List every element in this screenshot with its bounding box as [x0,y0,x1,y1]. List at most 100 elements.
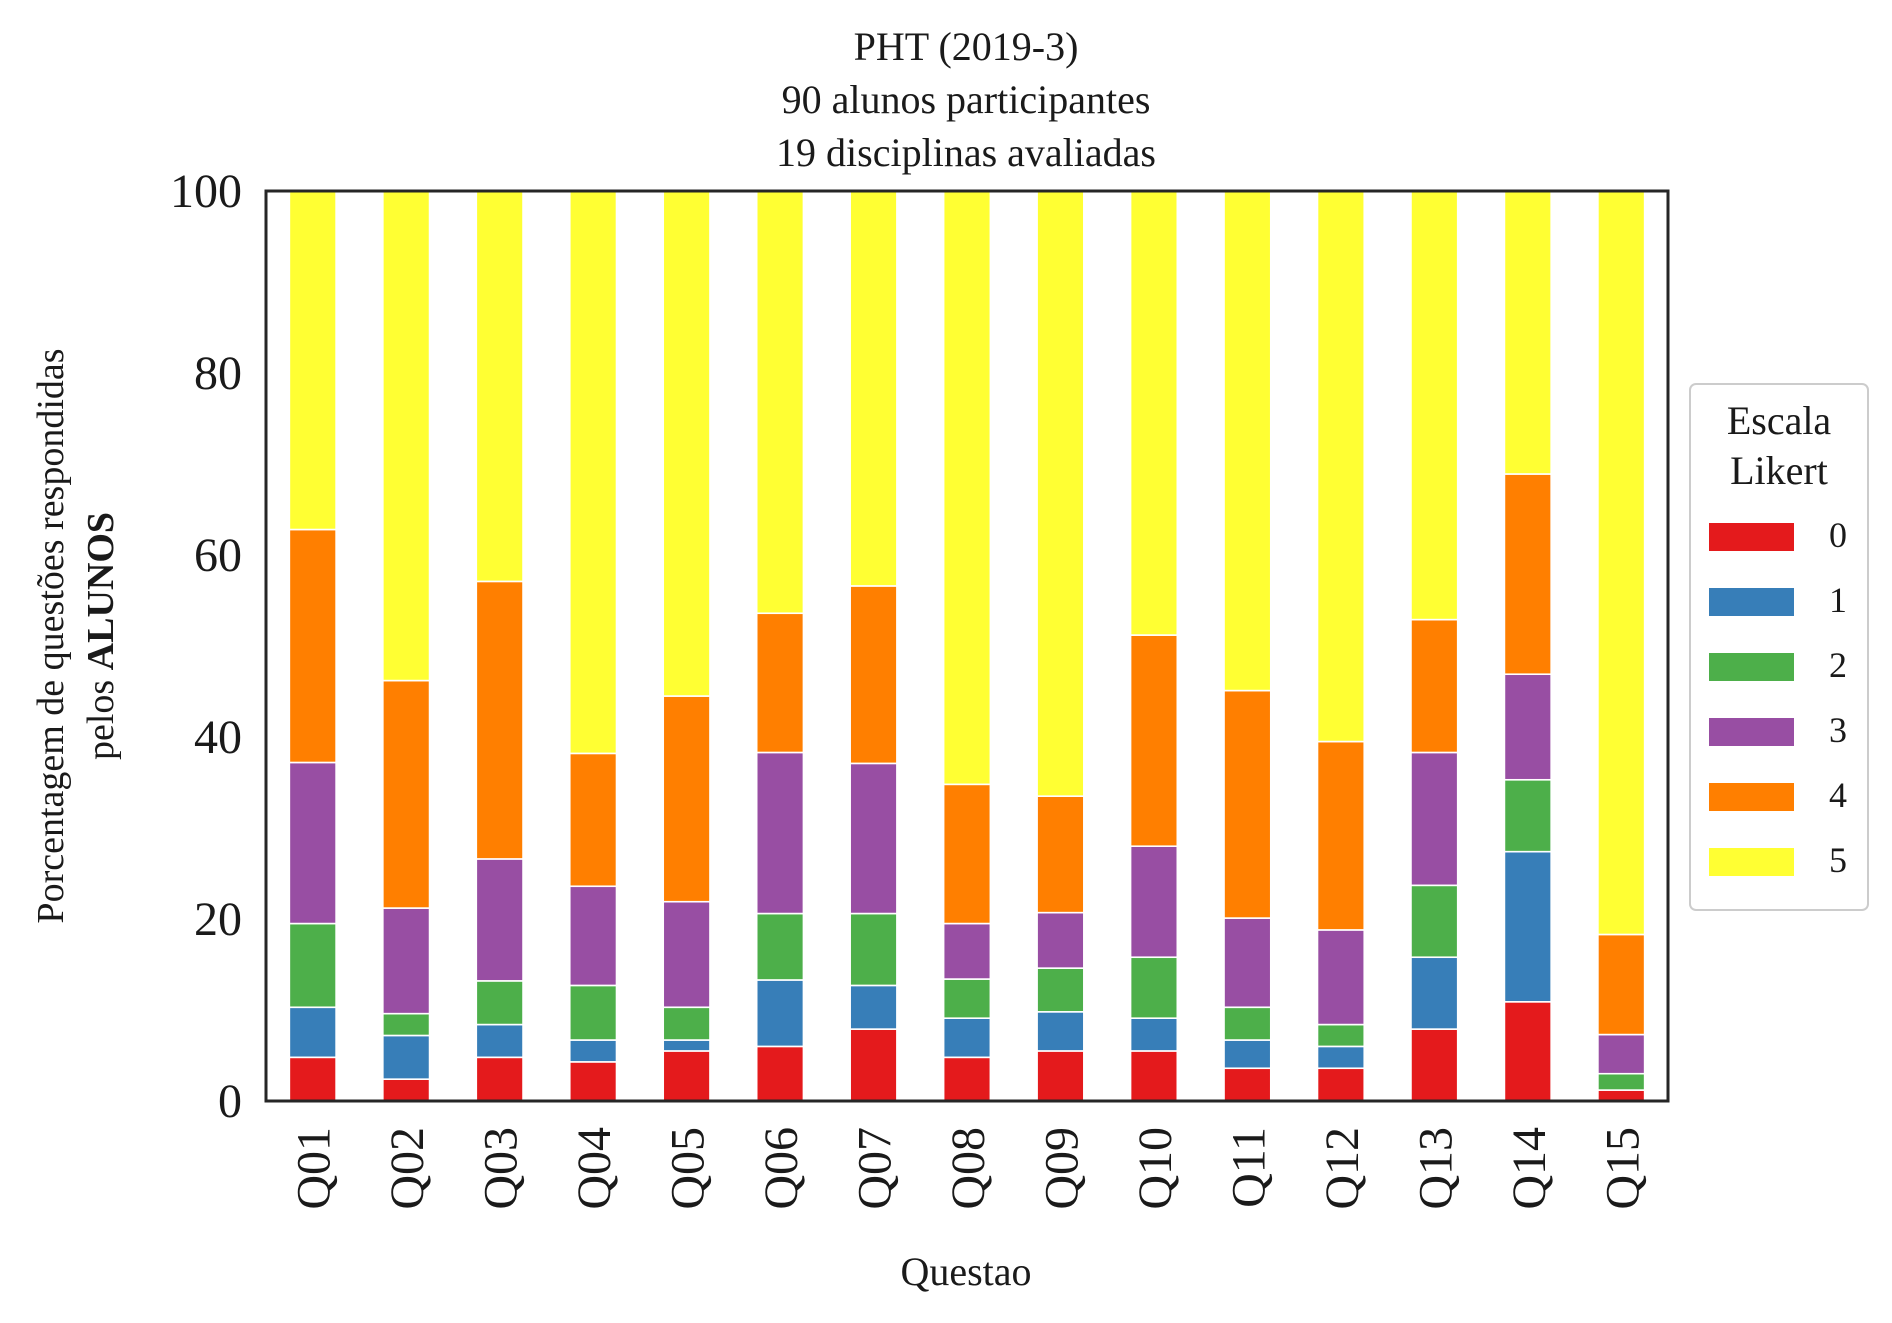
bar-segment-q10-5 [1129,190,1179,636]
legend-swatch-3 [1709,718,1794,746]
bar-segment-q07-0 [849,1028,898,1102]
bar-segment-q15-0 [1597,1089,1646,1102]
bar-segment-q04-5 [568,190,618,755]
y-tick-label: 0 [218,1075,242,1128]
bar-segment-q09-2 [1036,967,1085,1013]
bar-segment-q14-4 [1503,473,1552,676]
x-tick-label: Q11 [1222,1127,1275,1208]
bar-segment-q07-4 [849,585,898,765]
bar-segment-q05-3 [662,900,711,1009]
legend-label-2: 2 [1829,645,1847,685]
x-tick-label: Q03 [475,1127,528,1210]
bar-segment-q04-0 [568,1061,618,1102]
bar-segment-q12-1 [1316,1045,1366,1070]
legend-swatch-2 [1709,653,1794,681]
bar-segment-q09-1 [1036,1011,1085,1052]
bar-segment-q11-0 [1223,1067,1272,1102]
bar-segment-q07-2 [849,912,898,987]
bar-segment-q09-3 [1036,911,1085,969]
bar-segment-q04-3 [568,885,618,987]
bar-segment-q06-3 [755,751,805,915]
bar-segment-q05-4 [662,695,711,903]
bar-segment-q08-2 [942,978,992,1019]
bar-segment-q12-5 [1316,190,1366,743]
y-axis-label: Porcentagem de questões respondidas pelo… [30,348,122,923]
bar-segment-q14-1 [1503,850,1552,1003]
y-axis-label-line-1: Porcentagem de questões respondidas [30,348,72,923]
bar-segment-q02-2 [382,1012,431,1037]
bar-segment-q05-2 [662,1006,711,1041]
bar-segment-q01-5 [288,190,337,531]
plot-area [264,189,1670,1103]
x-tick-label: Q12 [1316,1127,1369,1210]
chart-title: PHT (2019-3) 90 alunos participantes 19 … [776,24,1156,175]
bar-segment-q06-1 [755,979,805,1048]
legend-title-line-2: Likert [1730,448,1828,493]
bar-segment-q06-0 [755,1045,805,1102]
x-tick-label: Q05 [662,1127,715,1210]
bar-segment-q07-5 [849,190,898,587]
bar-segment-q14-5 [1503,190,1552,475]
bar-segment-q12-4 [1316,740,1366,931]
legend-label-1: 1 [1829,580,1847,620]
legend-label-5: 5 [1829,840,1847,880]
bar-segment-q03-1 [475,1023,524,1059]
bar-segment-q15-3 [1597,1033,1646,1075]
bar-segment-q14-2 [1503,778,1552,853]
x-tick-label: Q02 [381,1127,434,1210]
bar-segment-q13-0 [1410,1028,1459,1102]
bar-segment-q01-3 [288,761,337,925]
bar-segment-q09-4 [1036,795,1085,914]
y-tick-label: 60 [194,529,242,582]
bar-segment-q06-4 [755,612,805,754]
bar-segment-q13-3 [1410,751,1459,887]
bar-segment-q11-2 [1223,1006,1272,1041]
bar-segment-q08-1 [942,1017,992,1059]
bar-segment-q08-4 [942,783,992,925]
bar-segment-q03-5 [475,190,524,583]
bar-segment-q13-5 [1410,190,1459,621]
x-tick-label: Q08 [942,1127,995,1210]
x-tick-label: Q01 [288,1127,341,1210]
bar-segment-q10-0 [1129,1050,1179,1102]
bar-segment-q11-1 [1223,1039,1272,1070]
bar-segment-q11-3 [1223,917,1272,1009]
bar-segment-q03-0 [475,1056,524,1102]
y-tick-label: 40 [194,711,242,764]
bar-segment-q05-5 [662,190,711,697]
y-tick-labels: 0 20 40 60 80 100 [170,165,242,1128]
x-tick-label: Q04 [568,1127,621,1210]
bar-segment-q02-4 [382,679,431,909]
x-tick-label: Q13 [1409,1127,1462,1210]
y-tick-label: 100 [170,165,242,218]
legend-frame [1689,383,1869,911]
bar-segment-q06-5 [755,190,805,615]
bar-segment-q03-4 [475,580,524,860]
bar-segment-q02-0 [382,1078,431,1102]
legend-items: 0 1 2 3 4 5 [1709,515,1847,880]
x-tick-labels: Q01 Q02 Q03 Q04 Q05 Q06 Q07 Q08 Q09 Q10 Q11 Q12 Q13 Q… [288,1127,1650,1210]
y-tick-label: 80 [194,347,242,400]
legend-label-3: 3 [1829,710,1847,750]
bar-segment-q12-2 [1316,1023,1366,1048]
bar-segment-q04-2 [568,984,618,1041]
bar-segment-q02-1 [382,1034,431,1080]
legend-title-line-1: Escala [1727,398,1832,443]
legend-label-0: 0 [1829,515,1847,555]
bar-segment-q11-5 [1223,190,1272,692]
x-tick-label: Q09 [1036,1127,1089,1210]
bar-segment-q02-5 [382,190,431,682]
x-tick-label: Q14 [1503,1127,1556,1210]
y-axis-label-prefix: pelos [80,670,122,760]
bar-segment-q13-1 [1410,956,1459,1030]
x-tick-label: Q06 [755,1127,808,1210]
bar-segment-q10-3 [1129,845,1179,959]
bar-segment-q08-3 [942,922,992,980]
bar-segment-q01-4 [288,528,337,764]
bar-segment-q09-0 [1036,1050,1085,1102]
x-axis-label: Questao [900,1249,1031,1294]
title-line-1: PHT (2019-3) [854,24,1079,69]
bar-segment-q08-0 [942,1056,992,1102]
legend-swatch-4 [1709,783,1794,811]
